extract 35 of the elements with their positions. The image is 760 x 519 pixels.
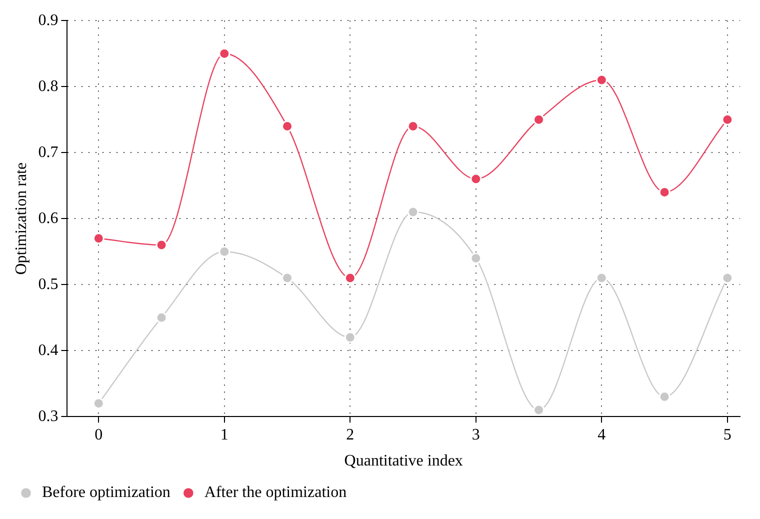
- y-tick-label: 0.5: [38, 276, 58, 293]
- y-tick-label: 0.6: [38, 210, 58, 227]
- point: [722, 114, 734, 126]
- point: [344, 272, 356, 284]
- point: [533, 404, 545, 416]
- y-tick-label: 0.7: [38, 144, 58, 161]
- point: [470, 173, 482, 185]
- point: [344, 332, 356, 344]
- point: [722, 272, 734, 284]
- point: [533, 114, 545, 126]
- point: [407, 206, 419, 218]
- x-tick-label: 4: [598, 426, 606, 444]
- point: [92, 232, 104, 244]
- x-axis-title: Quantitative index: [344, 452, 463, 470]
- point: [156, 312, 168, 324]
- legend-label: Before optimization: [42, 484, 170, 502]
- x-tick-label: 5: [723, 426, 732, 444]
- point: [92, 398, 104, 410]
- x-tick-label: 3: [472, 426, 480, 444]
- point: [596, 74, 608, 86]
- point: [218, 48, 230, 60]
- y-tick-label: 0.3: [38, 408, 58, 425]
- legend-label: After the optimization: [204, 484, 347, 502]
- point: [156, 239, 168, 251]
- point: [218, 246, 230, 258]
- point: [282, 272, 294, 284]
- x-tick-label: 0: [94, 426, 103, 444]
- y-tick-label: 0.9: [38, 12, 58, 29]
- y-axis-title: Optimization rate: [12, 162, 30, 275]
- point: [470, 252, 482, 264]
- y-tick-label: 0.4: [38, 342, 58, 359]
- point: [596, 272, 608, 284]
- y-tick-label: 0.8: [38, 78, 58, 95]
- x-tick-label: 1: [220, 426, 228, 444]
- x-tick-label: 2: [346, 426, 354, 444]
